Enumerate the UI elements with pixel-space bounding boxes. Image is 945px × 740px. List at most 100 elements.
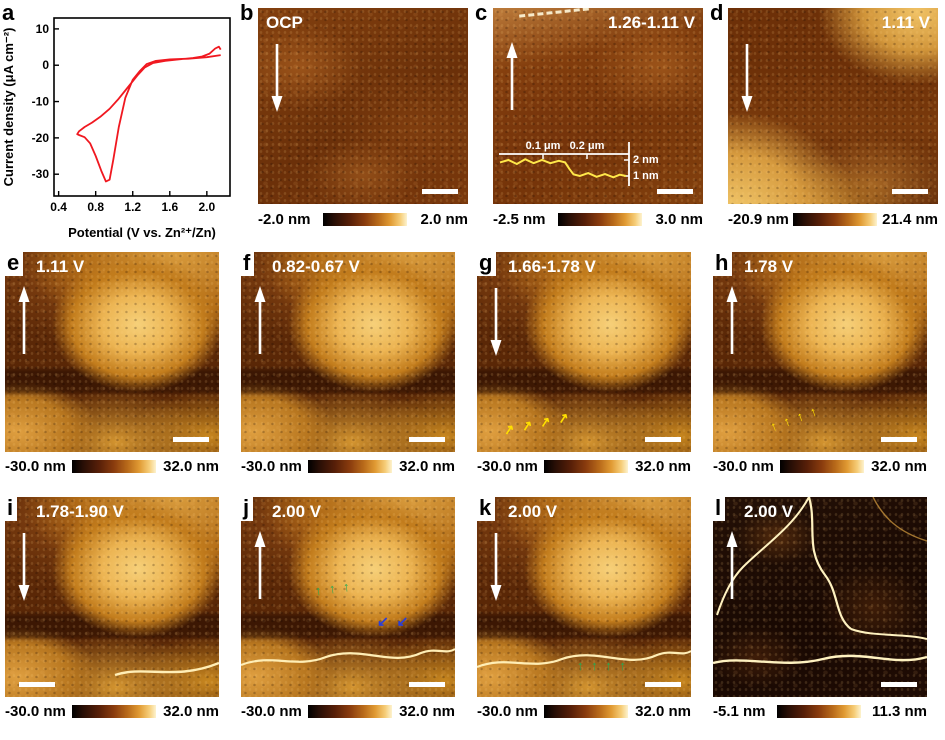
panel-j: 2.00 V ↑ ↑ ↑ ↙ ↙ j -30.0 nm 32.0 nm — [236, 497, 472, 740]
colorbar-gradient — [72, 460, 157, 473]
colorbar-min: -2.5 nm — [493, 211, 546, 228]
panel-letter-g: g — [477, 252, 497, 276]
colorbar-min: -30.0 nm — [477, 703, 538, 720]
scan-direction-arrow — [490, 533, 502, 601]
height-profile-trace — [499, 158, 627, 179]
profile-xtick-2: 0.2 μm — [570, 140, 605, 152]
scan-direction-arrow — [18, 286, 30, 354]
growth-arrows: ↑ ↑ ↑ ↑ — [577, 658, 628, 673]
colorbar-max: 32.0 nm — [635, 703, 691, 720]
colorbar-min: -5.1 nm — [713, 703, 766, 720]
scale-bar — [892, 189, 928, 194]
panel-letter-b: b — [240, 0, 254, 25]
colorbar: -2.0 nm 2.0 nm — [258, 211, 468, 228]
panel-letter-k: k — [477, 497, 496, 521]
colorbar-max: 11.3 nm — [871, 703, 927, 720]
panel-c: c 1.26-1.11 V 0.1 μm 0.2 μm 2 nm — [473, 0, 708, 247]
cv-curve — [76, 45, 222, 183]
colorbar-gradient — [793, 213, 878, 226]
retreat-arrows: ↙ ↙ — [377, 613, 411, 629]
height-profile-inset: 0.1 μm 0.2 μm 2 nm 1 nm — [497, 136, 667, 198]
scale-bar — [173, 437, 209, 442]
figure-row-3: 1.78-1.90 V i -30.0 nm 32.0 nm 2.00 V ↑ … — [0, 497, 944, 740]
potential-label: 1.66-1.78 V — [508, 257, 596, 276]
colorbar-max: 32.0 nm — [163, 703, 219, 720]
scale-bar — [19, 682, 55, 687]
colorbar-min: -30.0 nm — [477, 458, 538, 475]
colorbar-gradient — [323, 213, 408, 226]
panel-letter-l: l — [713, 497, 726, 521]
colorbar-gradient — [780, 460, 865, 473]
colorbar-gradient — [72, 705, 157, 718]
scale-bar — [881, 437, 917, 442]
scale-bar — [881, 682, 917, 687]
scan-direction-arrow — [726, 531, 738, 599]
scan-direction-arrow — [506, 42, 518, 110]
colorbar-min: -30.0 nm — [5, 703, 66, 720]
dissolution-arrows: ↗ ↗ ↗ ↗ — [502, 409, 573, 438]
potential-label: 0.82-0.67 V — [272, 257, 360, 276]
potential-label: 1.11 V — [36, 257, 85, 276]
profile-ytick-1: 2 nm — [633, 154, 659, 166]
afm-image-f: 0.82-0.67 V — [241, 252, 455, 452]
afm-image-l: 2.00 V — [713, 497, 927, 697]
crack-line-overlay — [114, 661, 219, 677]
x-tick-label: 0.8 — [87, 200, 104, 214]
scale-bar — [645, 682, 681, 687]
colorbar-gradient — [776, 705, 861, 718]
profile-ytick-2: 1 nm — [633, 170, 659, 182]
panel-b: b OCP -2.0 nm 2.0 nm — [238, 0, 473, 247]
potential-label: 2.00 V — [744, 502, 794, 521]
scale-bar — [409, 682, 445, 687]
x-tick-label: 0.4 — [50, 200, 67, 214]
potential-label: 2.00 V — [508, 502, 558, 521]
profile-xtick-1: 0.1 μm — [526, 140, 561, 152]
y-axis-label: Current density (μA cm⁻²) — [1, 28, 16, 187]
afm-image-b: OCP — [258, 8, 468, 204]
y-tick-label: -20 — [32, 131, 50, 145]
scale-bar — [645, 437, 681, 442]
afm-image-i: 1.78-1.90 V — [5, 497, 219, 697]
x-tick-label: 1.2 — [124, 200, 141, 214]
colorbar: -20.9 nm 21.4 nm — [728, 211, 938, 228]
colorbar-max: 32.0 nm — [871, 458, 927, 475]
scan-direction-arrow — [254, 286, 266, 354]
colorbar-gradient — [308, 460, 393, 473]
panel-g: 1.66-1.78 V ↗ ↗ ↗ ↗ g -30.0 nm 32.0 nm — [472, 252, 708, 496]
colorbar-max: 32.0 nm — [399, 458, 455, 475]
colorbar: -30.0 nm 32.0 nm — [5, 458, 219, 475]
colorbar-max: 32.0 nm — [399, 703, 455, 720]
panel-a: a Potential (V vs. Zn²⁺/Zn) Current dens… — [0, 0, 238, 247]
afm-image-g: 1.66-1.78 V ↗ ↗ ↗ ↗ — [477, 252, 691, 452]
colorbar: -30.0 nm 32.0 nm — [713, 458, 927, 475]
potential-label: 1.78-1.90 V — [36, 502, 124, 521]
scan-direction-arrow — [726, 286, 738, 354]
scan-direction-arrow — [271, 44, 283, 112]
figure-row-2: 1.11 V e -30.0 nm 32.0 nm 0.82-0.67 V f … — [0, 252, 944, 496]
afm-image-j: 2.00 V ↑ ↑ ↑ ↙ ↙ — [241, 497, 455, 697]
panel-f: 0.82-0.67 V f -30.0 nm 32.0 nm — [236, 252, 472, 496]
scan-direction-arrow — [741, 44, 753, 112]
potential-label: 2.00 V — [272, 502, 322, 521]
panel-letter-i: i — [5, 497, 18, 521]
colorbar: -30.0 nm 32.0 nm — [241, 458, 455, 475]
crack-network-overlay — [713, 497, 927, 665]
cv-chart: Potential (V vs. Zn²⁺/Zn) Current densit… — [1, 17, 231, 240]
colorbar-min: -20.9 nm — [728, 211, 789, 228]
colorbar: -30.0 nm 32.0 nm — [5, 703, 219, 720]
scan-direction-arrow — [254, 531, 266, 599]
x-tick-label: 2.0 — [198, 200, 215, 214]
scan-direction-arrow — [18, 533, 30, 601]
scan-direction-arrow — [490, 288, 502, 356]
colorbar: -30.0 nm 32.0 nm — [477, 703, 691, 720]
potential-label: 1.11 V — [881, 13, 930, 32]
potential-label: 1.78 V — [744, 257, 794, 276]
height-profile-plot: 0.1 μm 0.2 μm 2 nm 1 nm — [499, 140, 659, 186]
panel-letter-h: h — [713, 252, 733, 276]
afm-image-k: 2.00 V ↑ ↑ ↑ ↑ — [477, 497, 691, 697]
potential-label: 1.26-1.11 V — [608, 13, 695, 32]
panel-e: 1.11 V e -30.0 nm 32.0 nm — [0, 252, 236, 496]
panel-letter-j: j — [241, 497, 254, 521]
colorbar-gradient — [308, 705, 393, 718]
